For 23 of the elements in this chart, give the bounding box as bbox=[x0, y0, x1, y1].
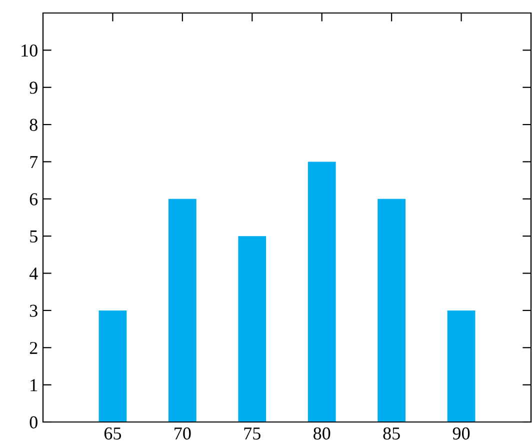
y-tick-label: 8 bbox=[30, 118, 38, 131]
y-tick-label: 7 bbox=[30, 156, 38, 168]
y-tick-label: 5 bbox=[30, 230, 38, 243]
x-tick-label: 75 bbox=[244, 428, 260, 440]
x-tick-label: 90 bbox=[452, 427, 470, 440]
y-tick-label: 1 bbox=[30, 379, 38, 392]
x-tick-label: 85 bbox=[383, 427, 400, 440]
x-tick-label: 65 bbox=[104, 427, 122, 440]
x-tick-label: 70 bbox=[174, 427, 191, 440]
y-tick-label: 6 bbox=[30, 193, 38, 206]
y-tick-label: 3 bbox=[30, 304, 38, 317]
x-tick-label: 80 bbox=[314, 427, 330, 440]
y-tick-label: 0 bbox=[30, 416, 38, 428]
bar bbox=[378, 198, 406, 422]
bar bbox=[308, 162, 336, 422]
bar bbox=[98, 310, 127, 422]
bar bbox=[168, 198, 196, 422]
bar bbox=[238, 236, 266, 422]
y-tick-label: 2 bbox=[30, 342, 38, 354]
bar bbox=[447, 310, 476, 422]
y-tick-label: 4 bbox=[29, 268, 38, 280]
y-tick-label: 10 bbox=[22, 44, 38, 57]
y-tick-label: 9 bbox=[30, 82, 38, 94]
